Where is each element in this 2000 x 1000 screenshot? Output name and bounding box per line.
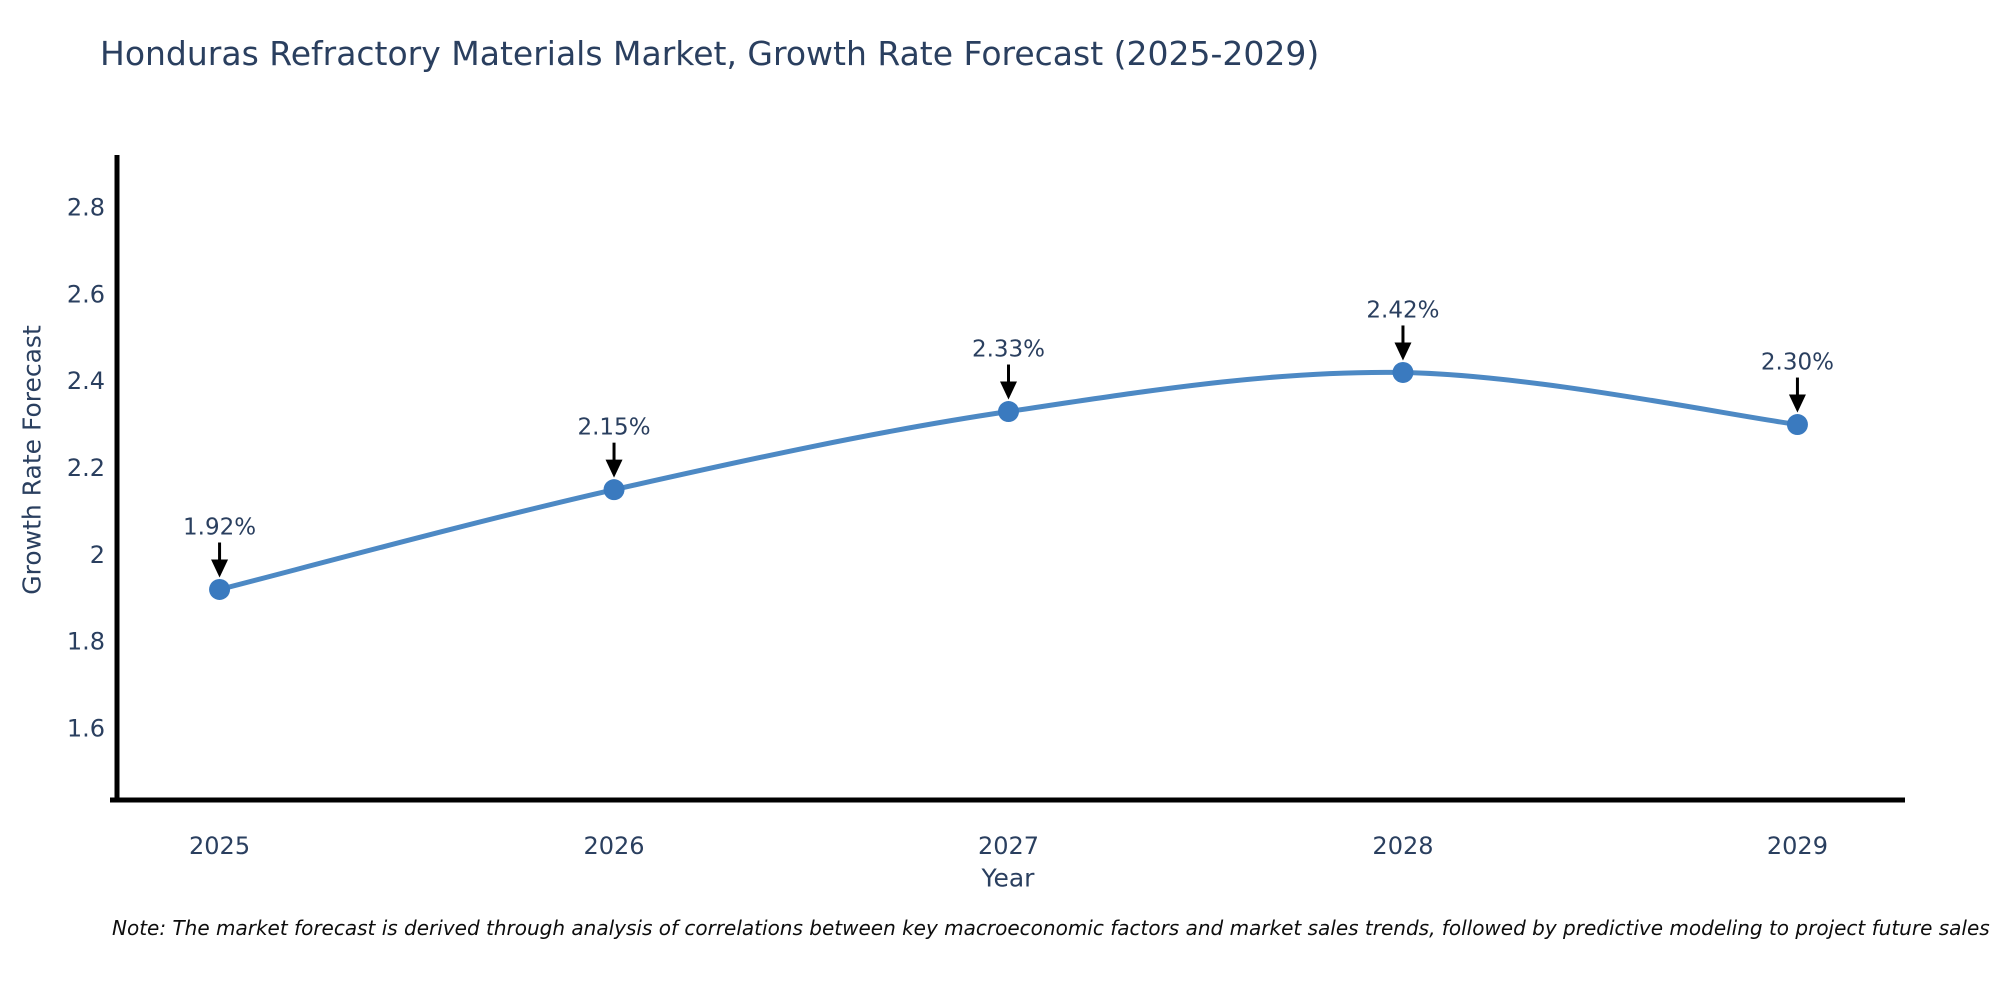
annotation-arrowhead (1000, 381, 1017, 400)
x-axis-title: Year (981, 864, 1036, 893)
chart-title: Honduras Refractory Materials Market, Gr… (100, 34, 1320, 73)
y-tick-label: 1.6 (67, 714, 105, 742)
x-tick-label: 2025 (189, 832, 250, 860)
y-axis-title: Growth Rate Forecast (18, 325, 47, 595)
x-tick-label: 2028 (1372, 832, 1433, 860)
annotations-layer: 1.92% 2.15% 2.33% 2.42% 2.30% (183, 297, 1834, 578)
data-point-marker-2027[interactable] (998, 401, 1019, 423)
point-value-label: 2.15% (577, 415, 650, 441)
data-point-marker-2026[interactable] (603, 479, 625, 501)
axes-layer (110, 155, 1905, 803)
data-point-marker-2029[interactable] (1786, 414, 1808, 436)
point-value-label: 1.92% (183, 514, 256, 540)
footnote: Note: The market forecast is derived thr… (112, 916, 1990, 940)
y-tick-label: 2.8 (67, 194, 105, 222)
annotation-arrowhead (211, 559, 229, 578)
x-tick-label: 2029 (1767, 832, 1828, 860)
y-tick-label: 1.8 (67, 628, 105, 656)
y-tick-label: 2.2 (67, 454, 105, 482)
annotation-arrowhead (1788, 394, 1806, 413)
x-tick-label: 2026 (583, 832, 644, 860)
point-value-label: 2.33% (972, 337, 1045, 363)
annotation-arrowhead (1394, 342, 1412, 361)
data-point-marker-2025[interactable] (209, 578, 231, 600)
series-layer (209, 361, 1808, 600)
ticks-layer: 1.6 1.8 2 2.2 2.4 2.6 2.8 2025 2026 2027 2028 2029 (67, 194, 1828, 860)
point-value-label: 2.42% (1366, 297, 1439, 323)
annotation-arrowhead (605, 459, 623, 478)
y-tick-label: 2.6 (67, 280, 105, 308)
y-tick-label: 2.4 (67, 367, 105, 395)
point-value-label: 2.30% (1761, 350, 1834, 376)
y-tick-label: 2 (90, 541, 105, 569)
data-point-marker-2028[interactable] (1392, 361, 1414, 383)
x-tick-label: 2027 (978, 832, 1039, 860)
